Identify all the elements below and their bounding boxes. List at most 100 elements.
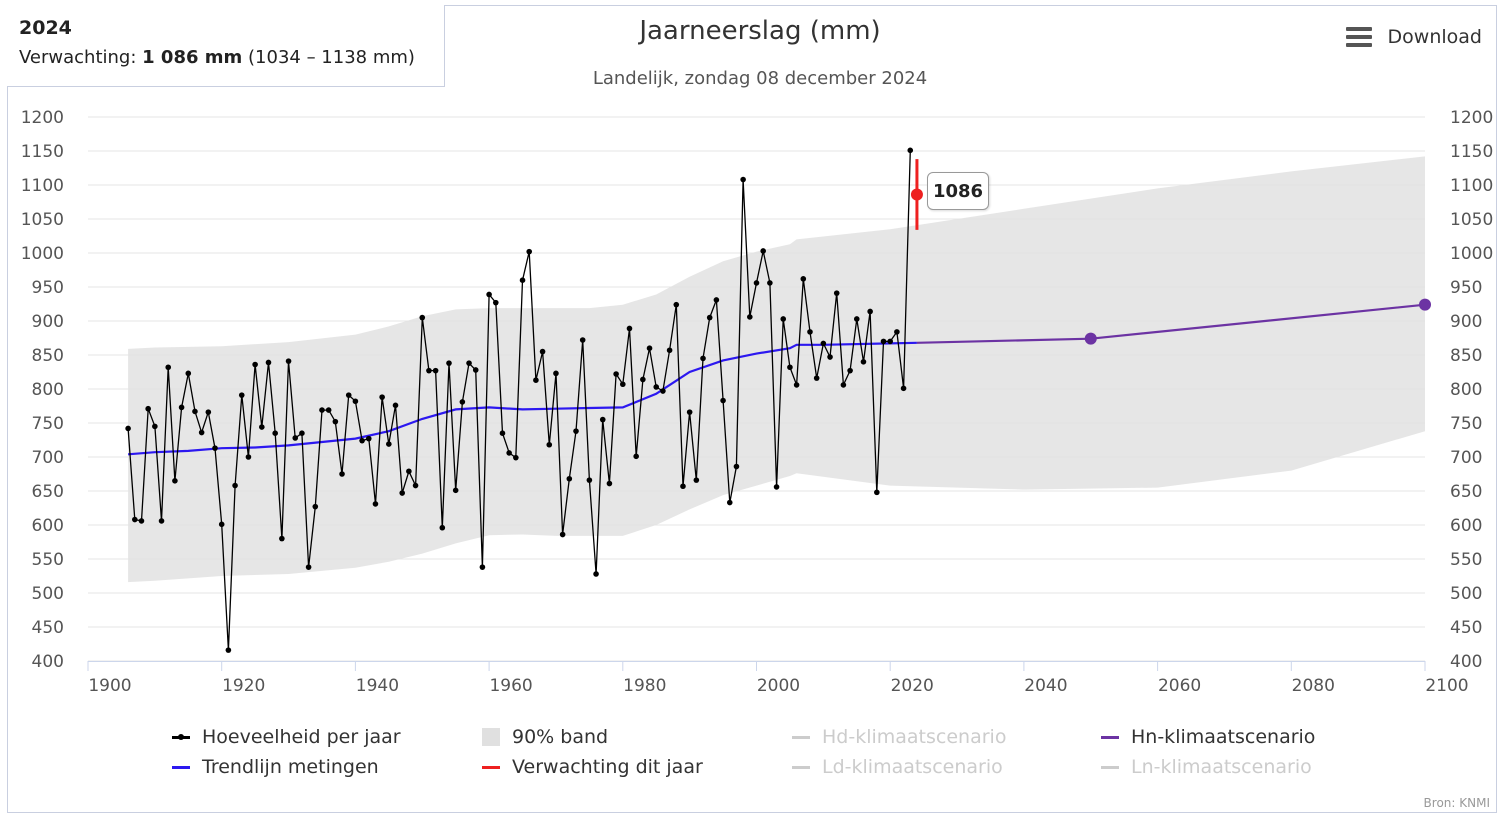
legend-symbol <box>792 765 810 769</box>
legend-label: Ld-klimaatscenario <box>822 756 1003 778</box>
measurement-point <box>880 338 887 345</box>
y-tick-label-left: 500 <box>32 584 64 604</box>
measurement-point <box>767 280 773 286</box>
info-value: 1 086 mm <box>142 47 243 68</box>
x-tick-label: 2080 <box>1292 676 1335 696</box>
y-tick-label-right: 700 <box>1450 448 1482 468</box>
y-tick-label-right: 1050 <box>1450 210 1493 230</box>
y-tick-label-left: 400 <box>32 652 64 672</box>
legend-item[interactable]: 90% band <box>482 726 608 748</box>
forecast-point <box>910 188 923 201</box>
measurement-point <box>853 316 860 322</box>
info-label: Verwachting: <box>19 47 137 68</box>
measurement-point <box>299 430 305 437</box>
legend-item[interactable]: Ld-klimaatscenario <box>792 756 1003 778</box>
hn-scenario-point <box>1419 298 1431 311</box>
legend-item[interactable]: Hn-klimaatscenario <box>1101 726 1315 748</box>
measurement-point <box>720 397 726 404</box>
measurement-point <box>312 503 319 510</box>
x-tick-label: 1980 <box>623 676 666 696</box>
measurement-point <box>813 375 820 381</box>
download-button[interactable]: Download <box>1345 26 1482 48</box>
x-tick-label: 1940 <box>356 676 399 696</box>
measurement-point <box>640 376 646 383</box>
measurement-point <box>466 360 472 366</box>
measurement-point <box>700 355 706 362</box>
y-tick-label-right: 600 <box>1450 516 1482 536</box>
hamburger-menu-icon[interactable] <box>1345 27 1372 47</box>
measurement-point <box>706 314 713 321</box>
measurement-point <box>245 454 252 460</box>
y-tick-label-left: 800 <box>32 380 64 400</box>
measurement-point <box>345 392 352 398</box>
y-tick-label-right: 750 <box>1450 414 1482 434</box>
legend-label: Trendlijn metingen <box>202 756 379 778</box>
source-credit[interactable]: Bron: KNMI <box>1423 796 1490 810</box>
measurement-point <box>773 484 780 490</box>
y-tick-label-left: 650 <box>32 482 64 502</box>
measurement-point <box>519 277 526 284</box>
measurement-point <box>285 358 292 364</box>
measurement-point <box>807 329 813 335</box>
measurement-point <box>399 490 405 496</box>
y-tick-label-left: 1100 <box>21 176 64 196</box>
measurement-point <box>225 647 232 653</box>
measurement-point <box>198 429 205 436</box>
measurement-point <box>593 571 599 577</box>
legend-item[interactable]: Verwachting dit jaar <box>482 756 703 778</box>
measurement-point <box>185 370 192 377</box>
measurement-point <box>379 394 385 400</box>
y-tick-label-left: 550 <box>32 550 64 570</box>
y-tick-label-left: 1200 <box>21 108 64 128</box>
measurement-point <box>472 367 479 373</box>
y-tick-label-left: 1050 <box>21 210 64 230</box>
measurement-point <box>499 430 506 437</box>
measurement-point <box>205 409 212 415</box>
measurement-point <box>305 564 312 570</box>
x-tick-label: 2100 <box>1425 676 1468 696</box>
measurement-point <box>887 338 893 345</box>
measurement-point <box>867 308 873 315</box>
measurement-point <box>172 478 178 484</box>
measurement-point <box>365 435 372 442</box>
y-tick-label-right: 1150 <box>1450 142 1493 162</box>
legend-label: Hn-klimaatscenario <box>1131 726 1316 748</box>
legend-item[interactable]: Hd-klimaatscenario <box>792 726 1006 748</box>
measurement-point <box>486 291 492 298</box>
y-tick-label-left: 900 <box>32 312 64 332</box>
y-tick-label-right: 1200 <box>1450 108 1493 128</box>
measurement-point <box>325 407 332 413</box>
measurement-point <box>212 445 218 451</box>
measurement-point <box>452 487 459 494</box>
measurement-point <box>533 377 539 383</box>
measurement-line <box>127 150 911 651</box>
measurement-point <box>740 176 746 183</box>
y-tick-label-right: 650 <box>1450 482 1482 502</box>
legend-item[interactable]: Ln-klimaatscenario <box>1101 756 1312 778</box>
measurement-point <box>232 482 238 489</box>
measurement-point <box>546 441 553 448</box>
chart-subtitle: Landelijk, zondag 08 december 2024 <box>592 68 928 89</box>
measurement-point <box>178 404 185 411</box>
measurements-group <box>125 147 914 653</box>
legend-item[interactable]: Trendlijn metingen <box>172 756 379 778</box>
measurement-point <box>673 301 680 308</box>
measurement-point <box>252 361 258 368</box>
y-tick-label-left: 950 <box>32 278 64 298</box>
measurement-point <box>820 340 827 347</box>
y-tick-label-right: 1000 <box>1450 244 1493 264</box>
measurement-point <box>272 430 278 437</box>
download-label[interactable]: Download <box>1387 26 1482 48</box>
measurement-point <box>686 409 693 415</box>
x-tick-label: 2060 <box>1158 676 1201 696</box>
legend-item[interactable]: Hoeveelheid per jaar <box>172 726 401 748</box>
y-tick-label-left: 450 <box>32 618 64 638</box>
measurement-point <box>406 468 412 475</box>
measurement-point <box>747 314 753 320</box>
measurement-point <box>426 367 432 374</box>
x-tick-label: 2000 <box>757 676 800 696</box>
legend-label: Hoeveelheid per jaar <box>202 726 401 748</box>
measurement-point <box>559 531 566 538</box>
measurement-point <box>874 489 880 496</box>
legend-label: Verwachting dit jaar <box>512 756 703 778</box>
